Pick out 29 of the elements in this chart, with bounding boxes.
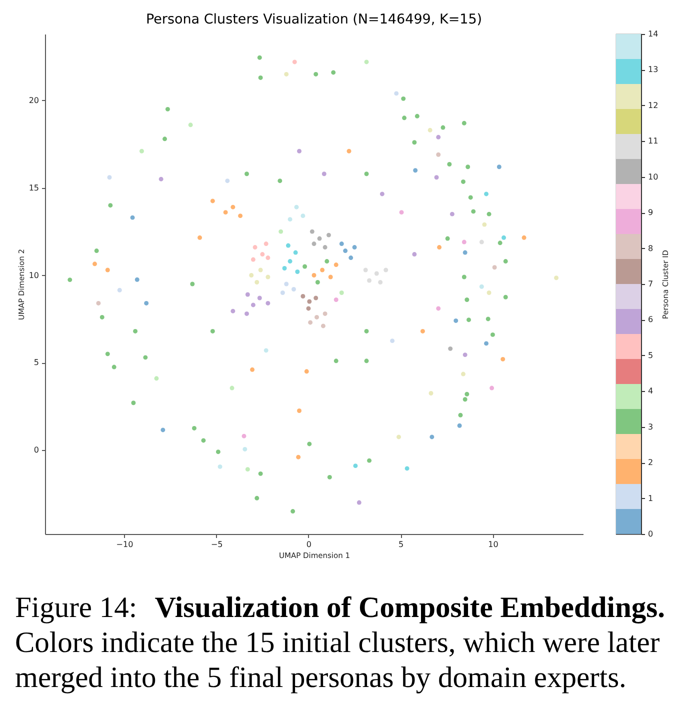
color-bar-label: 8 — [648, 244, 654, 253]
color-bar-label: 2 — [648, 458, 654, 468]
color-bar-label: 7 — [648, 280, 654, 288]
text: Colors indicate the 15 initial clusters, which were later merged into the 5 final personas by domain experts. — [15, 627, 660, 694]
x-tick-label: 10 — [488, 540, 498, 549]
x-tick-label: −5 — [210, 540, 223, 549]
y-tick-label: 20 — [28, 96, 39, 105]
color-bar-label: 9 — [648, 208, 654, 218]
color-bar-label: 14 — [648, 30, 658, 38]
color-bar-label: 10 — [648, 172, 658, 182]
x-tick-label: 0 — [306, 540, 312, 549]
x-tick-label: 5 — [398, 540, 404, 549]
y-tick-label: 0 — [34, 446, 39, 455]
color-bar-label: 11 — [648, 136, 658, 146]
color-bar-label: 0 — [648, 530, 654, 538]
caption: Figure 14: — [15, 592, 138, 624]
color-bar-label: 12 — [648, 100, 658, 110]
color-bar-label: 3 — [648, 422, 654, 432]
color-bar-label: 5 — [648, 350, 654, 360]
x-tick-label: −10 — [116, 540, 134, 549]
chart-title: Persona Clusters Visualization (N=146499, K=15) — [146, 12, 482, 28]
color-bar-label: 13 — [648, 65, 658, 74]
text: Visualization of Composite Embeddings. — [154, 592, 665, 624]
color-bar-label: 6 — [648, 315, 654, 324]
y-tick-label: 15 — [28, 183, 39, 192]
color-bar-label: 4 — [648, 386, 654, 396]
color-bar-label: 1 — [648, 494, 654, 503]
y-tick-label: 5 — [34, 358, 39, 368]
y-tick-label: 10 — [28, 270, 39, 280]
